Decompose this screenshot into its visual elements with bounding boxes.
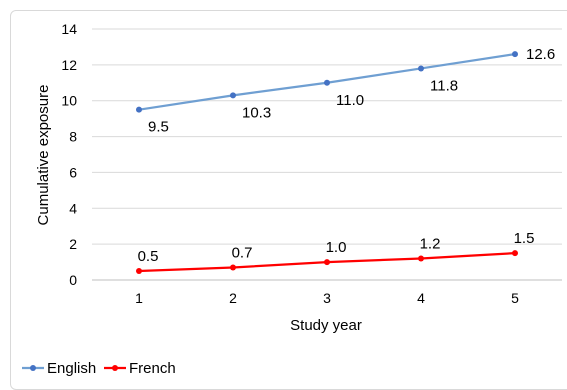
y-tick-label: 12: [61, 57, 77, 73]
y-tick-label: 8: [69, 129, 77, 145]
legend-marker-french: [112, 365, 118, 371]
data-point-french: [136, 268, 142, 275]
data-labels: 9.5 10.3 11.0 11.8 12.6 0.5 0.7 1.0 1.2 1.5: [138, 46, 556, 265]
data-label-french: 0.5: [138, 248, 159, 265]
data-point-english: [230, 92, 236, 99]
data-label-english: 12.6: [526, 46, 555, 63]
y-tick-label: 14: [61, 21, 77, 37]
legend-label-english: English: [47, 360, 96, 377]
data-point-french: [418, 255, 424, 262]
legend-marker-english: [30, 365, 36, 371]
x-tick-label: 3: [323, 290, 331, 306]
data-label-english: 11.8: [430, 77, 458, 94]
legend-label-french: French: [129, 360, 176, 377]
legend: English French: [22, 360, 176, 377]
y-tick-label: 2: [69, 236, 77, 252]
data-point-french: [512, 250, 518, 257]
y-axis-title: Cumulative exposure: [35, 85, 52, 226]
data-point-french: [230, 264, 236, 271]
data-point-english: [136, 106, 142, 113]
y-tick-label: 0: [69, 272, 77, 288]
data-label-english: 10.3: [242, 104, 271, 121]
data-label-english: 11.0: [336, 92, 364, 109]
data-point-french: [324, 259, 330, 266]
x-axis-title: Study year: [290, 317, 362, 334]
data-label-english: 9.5: [148, 119, 169, 136]
y-tick-label: 4: [69, 200, 77, 216]
data-point-english: [324, 79, 330, 86]
data-label-french: 1.5: [514, 230, 535, 247]
x-tick-label: 5: [511, 290, 519, 306]
data-label-french: 0.7: [232, 244, 253, 261]
x-tick-label: 2: [229, 290, 237, 306]
y-tick-label: 6: [69, 164, 77, 180]
x-tick-label: 1: [135, 290, 143, 306]
y-tick-label: 10: [61, 93, 77, 109]
data-point-english: [418, 65, 424, 72]
y-tick-labels: 0 2 4 6 8 10 12 14: [61, 21, 77, 288]
gridlines: [92, 28, 562, 281]
chart-frame: [10, 10, 567, 390]
data-label-french: 1.0: [326, 239, 347, 256]
data-label-french: 1.2: [420, 235, 441, 252]
series-layer: [136, 51, 518, 275]
data-point-english: [512, 51, 518, 58]
x-tick-labels: 1 2 3 4 5: [135, 290, 519, 306]
x-tick-label: 4: [417, 290, 425, 306]
